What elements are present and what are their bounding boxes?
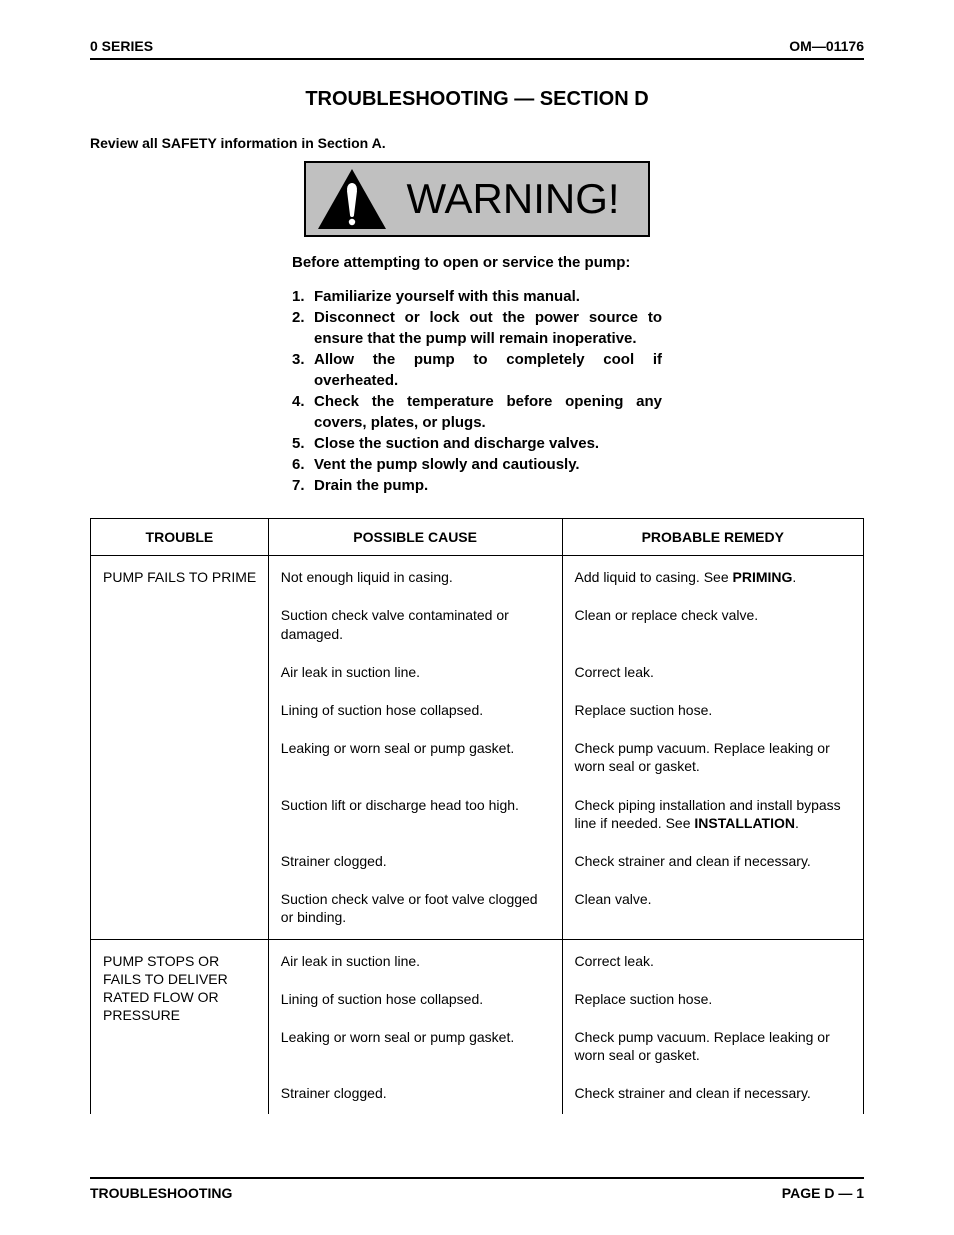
cause-cell: Air leak in suction line. <box>268 939 562 982</box>
remedy-text: Check piping installation and install by… <box>575 796 853 832</box>
remedy-cell: Clean or replace check valve. <box>562 598 863 654</box>
cause-text: Leaking or worn seal or pump gasket. <box>281 1028 552 1046</box>
cause-cell: Lining of suction hose collapsed. <box>268 693 562 731</box>
remedy-bold: INSTALLATION <box>694 815 795 831</box>
step-item: Close the suction and discharge valves. <box>292 433 662 454</box>
cause-cell: Strainer clogged. <box>268 1076 562 1114</box>
cause-cell: Suction lift or discharge head too high. <box>268 788 562 844</box>
safety-review-line: Review all SAFETY information in Section… <box>90 135 864 151</box>
cause-text: Leaking or worn seal or pump gasket. <box>281 739 552 757</box>
header-left: 0 SERIES <box>90 38 153 54</box>
warning-body: Before attempting to open or service the… <box>292 251 662 496</box>
section-title: TROUBLESHOOTING — SECTION D <box>90 88 864 111</box>
warning-steps: Familiarize yourself with this manual. D… <box>292 286 662 496</box>
footer-right: PAGE D — 1 <box>782 1185 864 1201</box>
cause-cell: Leaking or worn seal or pump gasket. <box>268 731 562 787</box>
cause-cell: Strainer clogged. <box>268 844 562 882</box>
remedy-cell: Check pump vacuum. Replace leaking or wo… <box>562 1020 863 1076</box>
remedy-cell: Correct leak. <box>562 939 863 982</box>
remedy-text: Check strainer and clean if necessary. <box>575 1084 853 1102</box>
remedy-cell: Add liquid to casing. See PRIMING. <box>562 556 863 599</box>
troubleshooting-table: TROUBLE POSSIBLE CAUSE PROBABLE REMEDY P… <box>90 518 864 1114</box>
remedy-text: Check strainer and clean if necessary. <box>575 852 853 870</box>
remedy-cell: Check piping installation and install by… <box>562 788 863 844</box>
cause-text: Suction lift or discharge head too high. <box>281 796 552 814</box>
page-header: 0 SERIES OM—01176 <box>90 38 864 60</box>
col-trouble: TROUBLE <box>91 519 269 556</box>
remedy-text: Correct leak. <box>575 663 853 681</box>
cause-cell: Not enough liquid in casing. <box>268 556 562 599</box>
cause-text: Lining of suction hose collapsed. <box>281 701 552 719</box>
footer-left: TROUBLESHOOTING <box>90 1185 232 1201</box>
table-header-row: TROUBLE POSSIBLE CAUSE PROBABLE REMEDY <box>91 519 864 556</box>
table-row: PUMP STOPS OR FAILS TO DELIVER RATED FLO… <box>91 939 864 982</box>
step-item: Vent the pump slowly and cautiously. <box>292 454 662 475</box>
remedy-pre: Add liquid to casing. See <box>575 569 733 585</box>
step-item: Check the temperature before opening any… <box>292 391 662 433</box>
remedy-text: Clean valve. <box>575 890 853 908</box>
cause-text: Suction check valve or foot valve clogge… <box>281 890 552 926</box>
col-remedy: PROBABLE REMEDY <box>562 519 863 556</box>
step-item: Familiarize yourself with this manual. <box>292 286 662 307</box>
remedy-cell: Correct leak. <box>562 655 863 693</box>
remedy-text: Correct leak. <box>575 952 853 970</box>
remedy-text: Check pump vacuum. Replace leaking or wo… <box>575 1028 853 1064</box>
remedy-text: Clean or replace check valve. <box>575 606 853 624</box>
remedy-cell: Replace suction hose. <box>562 982 863 1020</box>
cause-cell: Leaking or worn seal or pump gasket. <box>268 1020 562 1076</box>
cause-cell: Suction check valve contaminated or dama… <box>268 598 562 654</box>
page-footer: TROUBLESHOOTING PAGE D — 1 <box>90 1177 864 1201</box>
cause-text: Lining of suction hose collapsed. <box>281 990 552 1008</box>
remedy-cell: Check pump vacuum. Replace leaking or wo… <box>562 731 863 787</box>
remedy-cell: Replace suction hose. <box>562 693 863 731</box>
warning-triangle-icon <box>316 167 388 231</box>
cause-text: Not enough liquid in casing. <box>281 568 552 586</box>
step-item: Allow the pump to completely cool if ove… <box>292 349 662 391</box>
remedy-cell: Check strainer and clean if necessary. <box>562 844 863 882</box>
cause-text: Air leak in suction line. <box>281 952 552 970</box>
cause-cell: Suction check valve or foot valve clogge… <box>268 882 562 939</box>
remedy-text: Replace suction hose. <box>575 990 853 1008</box>
cause-text: Strainer clogged. <box>281 1084 552 1102</box>
warning-box-wrap: WARNING! <box>90 161 864 237</box>
step-item: Drain the pump. <box>292 475 662 496</box>
remedy-text: Replace suction hose. <box>575 701 853 719</box>
remedy-text: Check pump vacuum. Replace leaking or wo… <box>575 739 853 775</box>
before-text: Before attempting to open or service the… <box>292 251 662 274</box>
cause-text: Strainer clogged. <box>281 852 552 870</box>
remedy-bold: PRIMING <box>733 569 793 585</box>
remedy-cell: Clean valve. <box>562 882 863 939</box>
remedy-cell: Check strainer and clean if necessary. <box>562 1076 863 1114</box>
warning-label: WARNING! <box>406 175 619 223</box>
remedy-post: . <box>792 569 796 585</box>
cause-text: Suction check valve contaminated or dama… <box>281 606 552 642</box>
step-item: Disconnect or lock out the power source … <box>292 307 662 349</box>
cause-cell: Air leak in suction line. <box>268 655 562 693</box>
warning-box: WARNING! <box>304 161 649 237</box>
table-row: PUMP FAILS TO PRIME Not enough liquid in… <box>91 556 864 599</box>
remedy-text: Add liquid to casing. See PRIMING. <box>575 568 853 586</box>
trouble-cell: PUMP STOPS OR FAILS TO DELIVER RATED FLO… <box>91 939 269 1114</box>
cause-cell: Lining of suction hose collapsed. <box>268 982 562 1020</box>
remedy-post: . <box>795 815 799 831</box>
cause-text: Air leak in suction line. <box>281 663 552 681</box>
col-cause: POSSIBLE CAUSE <box>268 519 562 556</box>
header-right: OM—01176 <box>789 38 864 54</box>
trouble-cell: PUMP FAILS TO PRIME <box>91 556 269 939</box>
